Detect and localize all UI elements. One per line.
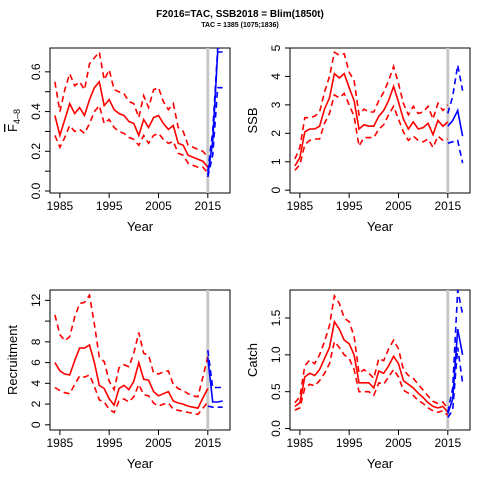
y-tick-label: 0 — [29, 421, 43, 428]
chart-title: F2016=TAC, SSB2018 = Blim(1850t) — [156, 9, 324, 20]
series-group — [54, 293, 223, 416]
forecast-estimate-line — [207, 51, 223, 176]
y-tick-label: 12 — [29, 293, 43, 307]
y-tick-label: 0.6 — [29, 63, 43, 80]
chart-subtitle: TAC = 1385 (1075;1836) — [201, 22, 279, 29]
y-tick-label: 0.2 — [29, 143, 43, 160]
plot-frame — [289, 47, 471, 194]
plot-frame — [49, 289, 231, 431]
forecast-estimate-line — [207, 357, 223, 403]
historic-upper-bound-line — [294, 293, 449, 410]
historic-upper-bound-line — [54, 293, 209, 398]
historic-lower-bound-line — [294, 339, 449, 416]
y-tick-label: 4 — [29, 380, 43, 387]
x-tick-label: 1995 — [96, 199, 123, 213]
forecast-upper-bound-line — [207, 349, 223, 389]
y-tick-label: 1.5 — [269, 309, 283, 326]
y-tick-label: 1 — [269, 158, 283, 165]
y-tick-label: 2 — [269, 130, 283, 137]
y-tick-label: 0.0 — [29, 182, 43, 199]
x-tick-label: 1985 — [47, 436, 74, 450]
x-tick-label: 1995 — [96, 436, 123, 450]
y-tick-label: 0.4 — [29, 103, 43, 120]
x-tick-label: 2015 — [194, 436, 221, 450]
historic-estimate-line — [294, 319, 449, 413]
historic-lower-bound-line — [294, 92, 449, 171]
historic-estimate-line — [294, 72, 449, 167]
series-group — [294, 51, 464, 171]
x-axis-label: Year — [367, 456, 394, 471]
forecast-upper-bound-line — [447, 290, 464, 413]
x-axis-label: Year — [127, 456, 154, 471]
series-group — [294, 290, 464, 418]
chart-panel-top-left: 1985 1995 2005 2015 0.0 0.2 0.4 0.6 Year F4–8 — [5, 47, 231, 234]
forecast-lower-bound-line — [207, 405, 223, 409]
y-tick-label: 0.5 — [269, 383, 283, 400]
historic-upper-bound-line — [294, 51, 449, 160]
chart-panel-bottom-right: 1985 1995 2005 2015 0.0 0.5 1.0 1.5 Year Catch — [245, 289, 471, 471]
x-tick-label: 2005 — [385, 199, 412, 213]
forecast-upper-bound-line — [447, 64, 464, 114]
y-tick-label: 4 — [269, 73, 283, 80]
series-group — [54, 48, 223, 178]
x-tick-label: 1995 — [336, 199, 363, 213]
x-tick-label: 2005 — [385, 436, 412, 450]
historic-lower-bound-line — [54, 373, 209, 416]
chart-panel-bottom-left: 1985 1995 2005 2015 0 2 4 6 8 12 Year Recruitment — [5, 289, 231, 471]
x-axis-label: Year — [127, 219, 154, 234]
chart-panel-top-right: 1985 1995 2005 2015 0 1 2 3 4 5 Year SSB — [245, 44, 471, 234]
plot-frame — [49, 47, 231, 194]
y-axis-label: F4–8 — [5, 109, 22, 132]
historic-estimate-line — [54, 80, 209, 168]
x-tick-label: 1985 — [287, 199, 314, 213]
historic-estimate-line — [54, 343, 209, 410]
plot-frame — [289, 289, 471, 431]
x-tick-label: 2015 — [434, 199, 461, 213]
x-tick-label: 1995 — [336, 436, 363, 450]
y-tick-label: 8 — [29, 338, 43, 345]
forecast-lower-bound-line — [447, 347, 464, 418]
forecast-lower-bound-line — [447, 139, 464, 164]
y-tick-label: 0 — [269, 187, 283, 194]
historic-lower-bound-line — [54, 103, 209, 174]
forecast-estimate-line — [447, 108, 464, 137]
x-tick-label: 2015 — [194, 199, 221, 213]
x-tick-label: 2005 — [145, 436, 172, 450]
y-tick-label: 0.0 — [269, 420, 283, 437]
historic-upper-bound-line — [54, 50, 209, 158]
x-tick-label: 2005 — [145, 199, 172, 213]
x-tick-label: 1985 — [47, 199, 74, 213]
forecast-estimate-line — [447, 328, 464, 415]
y-axis-label-sub: 4–8 — [12, 109, 22, 124]
forecast-lower-bound-line — [207, 86, 223, 178]
y-tick-label: 6 — [29, 359, 43, 366]
x-axis-label: Year — [367, 219, 394, 234]
y-axis-label: SSB — [245, 107, 260, 133]
y-axis-label: Recruitment — [5, 325, 20, 395]
y-tick-label: 2 — [29, 400, 43, 407]
y-tick-label: 3 — [269, 101, 283, 108]
y-axis-label-main: F — [5, 124, 20, 132]
y-axis-label: Catch — [245, 343, 260, 377]
x-tick-label: 2015 — [434, 436, 461, 450]
x-tick-label: 1985 — [287, 436, 314, 450]
y-tick-label: 1.0 — [269, 346, 283, 363]
y-tick-label: 5 — [269, 44, 283, 51]
